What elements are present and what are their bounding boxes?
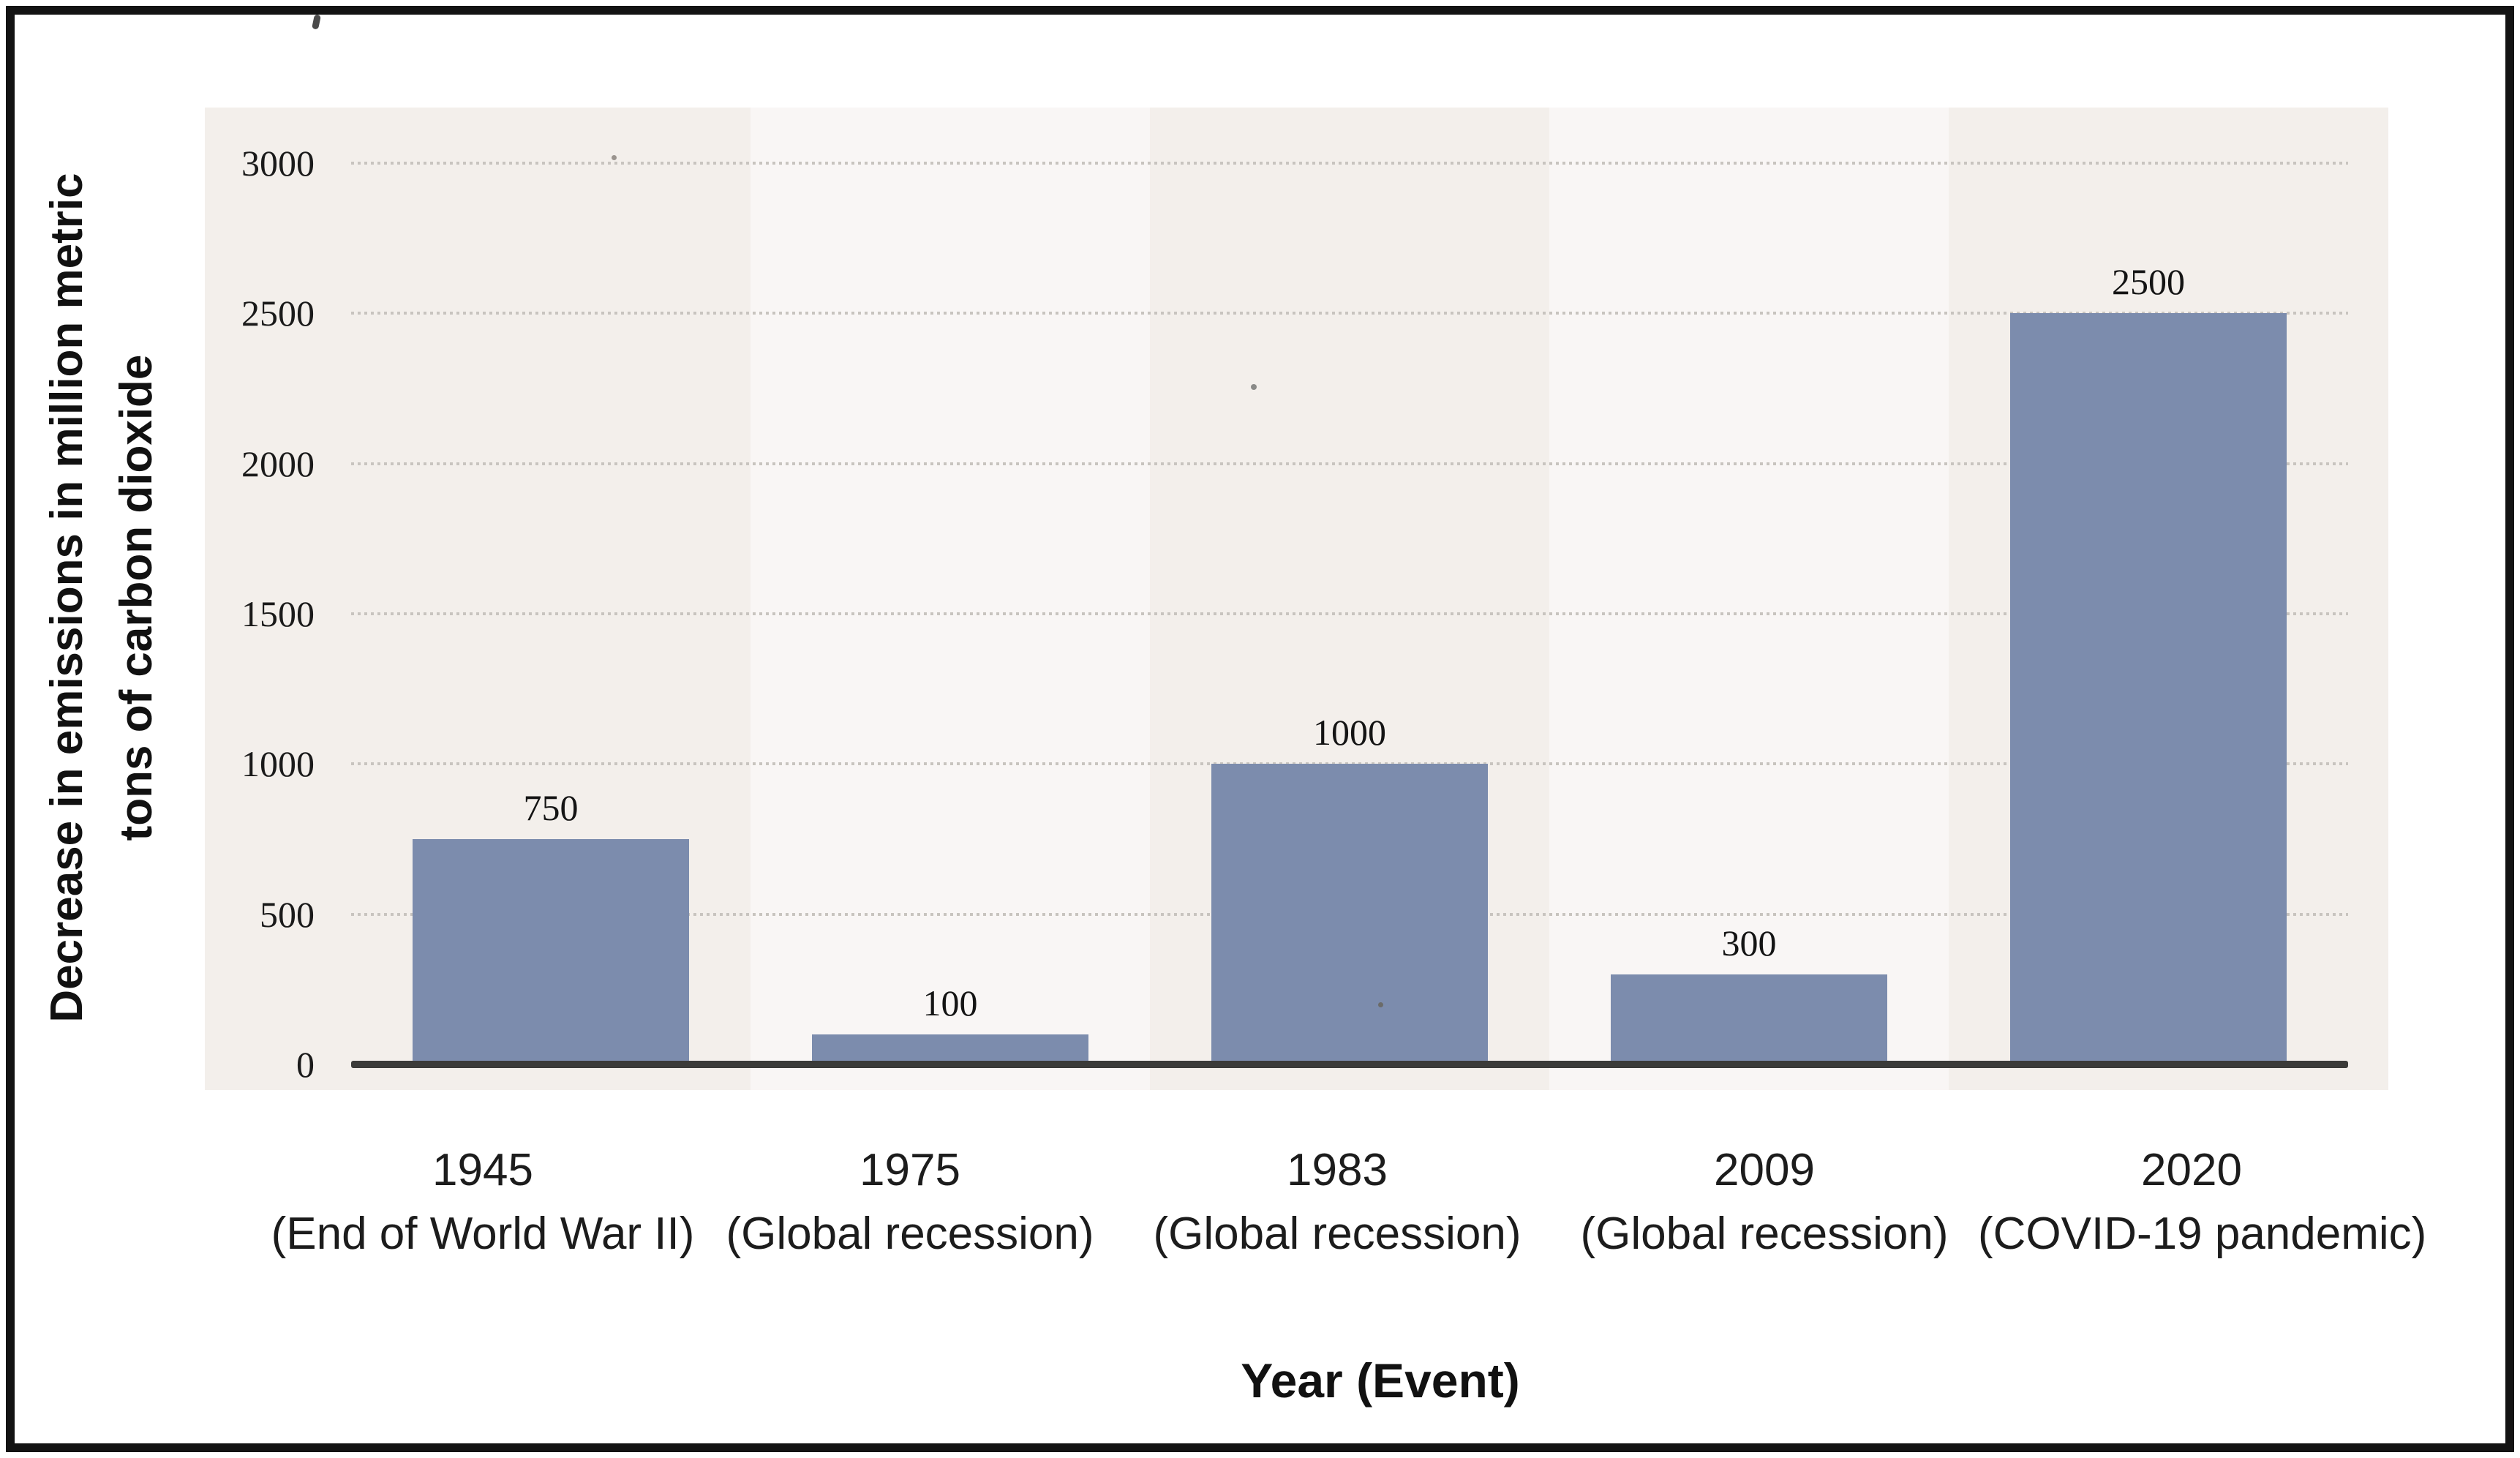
y-axis-title-line1: Decrease in emissions in million metric xyxy=(42,173,92,1023)
x-axis-category-labels: 1945 (End of World War II) 1975 (Global rec… xyxy=(269,1138,2427,1285)
y-tick-label: 1500 xyxy=(241,593,315,634)
x-category-label: 1975 (Global recession) xyxy=(696,1138,1124,1285)
x-category-year: 1975 xyxy=(860,1145,960,1195)
background-band xyxy=(751,108,1150,1090)
x-category-year: 1945 xyxy=(432,1145,533,1195)
x-axis-title: Year (Event) xyxy=(1241,1353,1520,1408)
bar-value-label: 750 xyxy=(523,787,579,828)
bar xyxy=(1211,764,1488,1064)
gridline xyxy=(351,612,2348,615)
x-axis-line xyxy=(351,1061,2348,1068)
bar xyxy=(2010,313,2287,1064)
gridline xyxy=(351,312,2348,315)
y-axis-title: Decrease in emissions in million metric … xyxy=(33,100,172,1095)
artifact-speck xyxy=(1378,1002,1383,1007)
bar xyxy=(413,839,689,1064)
y-tick-label: 3000 xyxy=(241,143,315,184)
bar-value-label: 100 xyxy=(922,982,978,1023)
bar xyxy=(812,1034,1088,1064)
x-category-event: (Global recession) xyxy=(1153,1209,1522,1259)
y-tick-label: 1000 xyxy=(241,743,315,785)
background-band xyxy=(1549,108,1949,1090)
x-category-label: 1945 (End of World War II) xyxy=(269,1138,696,1285)
x-category-year: 2020 xyxy=(2141,1145,2242,1195)
x-category-year: 2009 xyxy=(1714,1145,1815,1195)
y-tick-label: 500 xyxy=(260,893,315,935)
y-tick-label: 2500 xyxy=(241,293,315,334)
x-category-event: (COVID-19 pandemic) xyxy=(1978,1209,2427,1259)
plot-area: 0 500 1000 1500 2000 2500 3000 750 100 1000 300 25… xyxy=(205,108,2388,1090)
artifact-speck xyxy=(612,155,617,160)
y-tick-label: 0 xyxy=(296,1044,315,1085)
x-category-label: 1983 (Global recession) xyxy=(1124,1138,1551,1285)
outer-frame xyxy=(6,6,2514,1452)
x-category-label: 2009 (Global recession) xyxy=(1551,1138,1978,1285)
bar-value-label: 2500 xyxy=(2112,261,2185,302)
y-axis-title-line2: tons of carbon dioxide xyxy=(110,354,162,841)
bar-value-label: 300 xyxy=(1721,922,1777,963)
bar xyxy=(1611,974,1887,1064)
gridline xyxy=(351,462,2348,465)
gridline xyxy=(351,162,2348,165)
x-category-year: 1983 xyxy=(1287,1145,1388,1195)
x-category-label: 2020 (COVID-19 pandemic) xyxy=(1978,1138,2427,1285)
y-tick-label: 2000 xyxy=(241,443,315,484)
x-category-event: (End of World War II) xyxy=(271,1209,695,1259)
x-category-event: (Global recession) xyxy=(726,1209,1094,1259)
artifact-speck xyxy=(1251,384,1257,390)
x-category-event: (Global recession) xyxy=(1580,1209,1949,1259)
bar-value-label: 1000 xyxy=(1313,712,1386,753)
